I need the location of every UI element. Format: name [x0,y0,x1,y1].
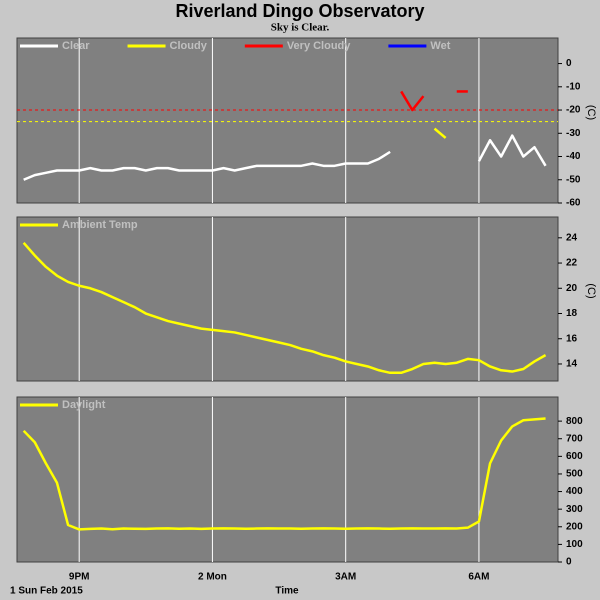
series-line [477,134,547,167]
subtitle: Sky is Clear. [271,22,330,34]
legend-label: Clear [62,40,90,52]
y-tick-label: 18 [566,308,578,319]
legend-label: Cloudy [170,40,208,52]
y-tick-label: 600 [566,451,583,462]
series-line [22,417,546,531]
y-tick-label: 0 [566,58,572,69]
y-tick-label: -10 [566,81,581,92]
y-tick-label: 100 [566,539,583,550]
date-label: 1 Sun Feb 2015 [10,586,83,597]
x-tick-label: 9PM [69,572,90,583]
y-tick-label: 14 [566,359,578,370]
series-line [22,242,547,375]
y-tick-label: 200 [566,521,583,532]
series-line [400,90,425,112]
y-tick-label: -60 [566,198,581,209]
panel [16,396,559,563]
y-tick-label: -50 [566,174,581,185]
y-tick-label: 400 [566,486,583,497]
y-tick-label: 800 [566,416,583,427]
y-tick-label: -30 [566,128,581,139]
x-tick-label: 6AM [468,572,489,583]
y-tick-label: 500 [566,469,583,480]
x-tick-label: 3AM [335,572,356,583]
legend-label: Very Cloudy [287,40,351,52]
legend-label: Ambient Temp [62,219,138,231]
series-line [433,127,447,139]
legend-label: Daylight [62,399,106,411]
x-axis-label: Time [275,586,299,597]
y-tick-label: 24 [566,232,578,243]
x-tick-label: 2 Mon [198,572,227,583]
y-tick-label: 16 [566,333,578,344]
series-line [23,150,391,181]
y-tick-label: -40 [566,151,581,162]
panel [16,216,559,382]
y-axis-label: (C) [585,283,597,298]
legend-label: Wet [430,40,450,52]
y-tick-label: 0 [566,557,572,568]
y-tick-label: 20 [566,283,578,294]
chart-title: Riverland Dingo Observatory [175,1,424,21]
y-tick-label: 300 [566,504,583,515]
y-tick-label: 22 [566,258,578,269]
y-tick-label: -20 [566,105,581,116]
y-axis-label: (C) [585,105,597,120]
y-tick-label: 700 [566,433,583,444]
panel [16,37,559,204]
